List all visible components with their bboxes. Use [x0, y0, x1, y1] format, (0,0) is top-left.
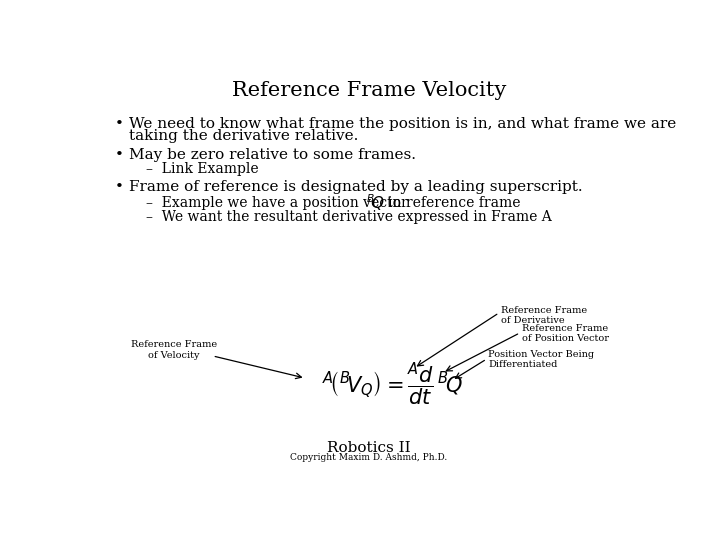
Text: Robotics II: Robotics II: [327, 441, 411, 455]
Text: May be zero relative to some frames.: May be zero relative to some frames.: [129, 148, 415, 162]
Text: •: •: [114, 148, 124, 162]
Text: –  Example we have a position vector: – Example we have a position vector: [145, 195, 408, 210]
Text: Reference Frame Velocity: Reference Frame Velocity: [232, 80, 506, 100]
Text: Reference Frame
of Velocity: Reference Frame of Velocity: [130, 340, 217, 360]
Text: –  We want the resultant derivative expressed in Frame A: – We want the resultant derivative expre…: [145, 210, 552, 224]
Text: Copyright Maxim D. Ashmd, Ph.D.: Copyright Maxim D. Ashmd, Ph.D.: [290, 453, 448, 462]
Text: Position Vector Being
Differentiated: Position Vector Being Differentiated: [488, 350, 595, 369]
Text: –  Link Example: – Link Example: [145, 162, 258, 176]
Text: •: •: [114, 117, 124, 131]
Text: Reference Frame
of Position Vector: Reference Frame of Position Vector: [523, 323, 609, 343]
Text: $^B\!Q$: $^B\!Q$: [366, 193, 384, 213]
Text: We need to know what frame the position is in, and what frame we are: We need to know what frame the position …: [129, 117, 676, 131]
Text: Reference Frame
of Derivative: Reference Frame of Derivative: [500, 306, 587, 325]
Text: Frame of reference is designated by a leading superscript.: Frame of reference is designated by a le…: [129, 180, 582, 194]
Text: •: •: [114, 180, 124, 194]
Text: ${}^A\!\left({}^B\!V_Q\right)=\dfrac{{}^A d}{dt}\,{}^B\!Q$: ${}^A\!\left({}^B\!V_Q\right)=\dfrac{{}^…: [322, 361, 463, 408]
Text: in reference frame: in reference frame: [388, 195, 521, 210]
Text: taking the derivative relative.: taking the derivative relative.: [129, 130, 358, 144]
